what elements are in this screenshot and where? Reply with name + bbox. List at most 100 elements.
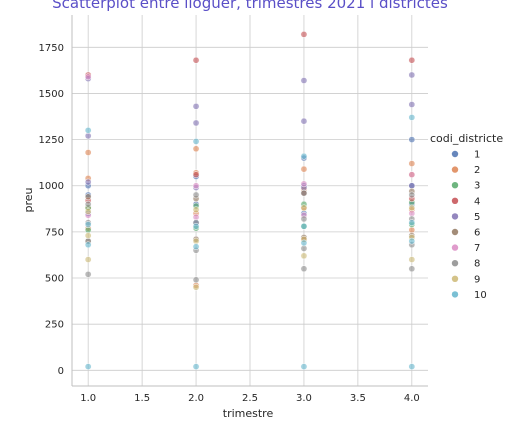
data-point-district-7 xyxy=(409,210,415,216)
y-tick-label: 1500 xyxy=(39,89,64,100)
data-point-district-8 xyxy=(301,245,307,251)
data-point-district-2 xyxy=(409,160,415,166)
x-axis-label: trimestre xyxy=(223,407,274,420)
data-point-district-10 xyxy=(409,364,415,370)
data-point-district-5 xyxy=(193,120,199,126)
legend-entry: 8 xyxy=(474,259,480,270)
data-point-district-8 xyxy=(301,216,307,222)
legend-entry: 1 xyxy=(474,150,480,161)
data-point-district-5 xyxy=(409,101,415,107)
data-point-district-3 xyxy=(85,227,91,233)
x-tick-label: 1.5 xyxy=(134,393,150,404)
data-point-district-9 xyxy=(301,253,307,259)
legend-marker xyxy=(452,260,458,266)
legend-entry: 9 xyxy=(474,274,480,285)
data-point-district-4 xyxy=(193,172,199,178)
data-point-district-1 xyxy=(409,136,415,142)
legend-marker xyxy=(452,198,458,204)
y-tick-label: 0 xyxy=(58,366,64,377)
data-point-district-10 xyxy=(301,240,307,246)
data-point-district-4 xyxy=(193,57,199,63)
data-point-district-2 xyxy=(301,166,307,172)
legend-title: codi_districte xyxy=(430,132,503,145)
legend-entry: 4 xyxy=(474,196,480,207)
data-point-district-9 xyxy=(193,284,199,290)
data-point-district-5 xyxy=(301,118,307,124)
data-point-district-7 xyxy=(85,74,91,80)
data-point-district-7 xyxy=(409,172,415,178)
legend-marker xyxy=(452,276,458,282)
x-tick-label: 1.0 xyxy=(80,393,96,404)
legend-marker xyxy=(452,229,458,235)
data-point-district-4 xyxy=(301,31,307,37)
data-point-district-5 xyxy=(85,179,91,185)
legend-marker xyxy=(452,244,458,250)
legend-marker xyxy=(452,291,458,297)
legend-marker xyxy=(452,166,458,172)
legend: codi_districte 1 2 3 4 5 6 7 8 9 10 xyxy=(430,132,503,301)
data-point-district-8 xyxy=(409,266,415,272)
data-point-district-6 xyxy=(85,194,91,200)
data-point-district-8 xyxy=(193,192,199,198)
data-point-district-5 xyxy=(85,133,91,139)
legend-entry: 6 xyxy=(474,228,480,239)
x-tick-label: 3.0 xyxy=(296,393,312,404)
legend-entry: 3 xyxy=(474,181,480,192)
data-point-district-10 xyxy=(85,364,91,370)
data-point-district-2 xyxy=(193,146,199,152)
data-point-district-5 xyxy=(409,72,415,78)
data-point-district-7 xyxy=(301,181,307,187)
legend-marker xyxy=(452,151,458,157)
data-point-district-10 xyxy=(301,153,307,159)
data-point-district-10 xyxy=(301,364,307,370)
data-point-district-5 xyxy=(409,183,415,189)
data-point-district-9 xyxy=(409,205,415,211)
data-point-district-2 xyxy=(409,227,415,233)
data-point-district-5 xyxy=(193,103,199,109)
data-point-district-8 xyxy=(409,192,415,198)
legend-marker xyxy=(452,213,458,219)
y-tick-label: 1250 xyxy=(39,135,64,146)
data-point-district-10 xyxy=(301,223,307,229)
data-point-district-7 xyxy=(193,214,199,220)
data-point-district-8 xyxy=(193,277,199,283)
data-point-district-9 xyxy=(85,256,91,262)
x-tick-label: 2.5 xyxy=(242,393,258,404)
x-axis-ticks: 1.0 1.5 2.0 2.5 3.0 3.5 4.0 xyxy=(80,393,420,404)
data-point-district-7 xyxy=(193,183,199,189)
data-point-district-9 xyxy=(409,256,415,262)
data-point-district-10 xyxy=(85,242,91,248)
y-tick-label: 1000 xyxy=(39,181,64,192)
data-point-district-10 xyxy=(193,364,199,370)
data-point-district-8 xyxy=(85,271,91,277)
chart-title: Scatterplot entre lloguer, trimestres 20… xyxy=(52,0,448,12)
data-point-district-2 xyxy=(85,149,91,155)
y-tick-label: 750 xyxy=(45,227,64,238)
data-point-district-8 xyxy=(85,201,91,207)
legend-entry: 2 xyxy=(474,165,480,176)
y-tick-label: 250 xyxy=(45,320,64,331)
data-point-district-10 xyxy=(409,238,415,244)
y-axis-ticks: 0 250 500 750 1000 1250 1500 1750 xyxy=(39,43,64,377)
legend-entry: 5 xyxy=(474,212,480,223)
y-tick-label: 1750 xyxy=(39,43,64,54)
legend-entry: 7 xyxy=(474,243,480,254)
x-tick-label: 3.5 xyxy=(350,393,366,404)
x-tick-label: 4.0 xyxy=(404,393,420,404)
data-point-district-9 xyxy=(85,208,91,214)
data-point-district-8 xyxy=(301,266,307,272)
data-point-district-5 xyxy=(301,77,307,83)
data-point-district-9 xyxy=(301,205,307,211)
grid xyxy=(72,15,428,386)
data-point-district-10 xyxy=(193,138,199,144)
x-tick-label: 2.0 xyxy=(188,393,204,404)
data-point-district-4 xyxy=(409,57,415,63)
data-point-district-10 xyxy=(409,220,415,226)
data-point-district-9 xyxy=(85,232,91,238)
data-point-district-9 xyxy=(193,207,199,213)
data-point-district-10 xyxy=(85,221,91,227)
legend-marker xyxy=(452,182,458,188)
y-axis-label: preu xyxy=(22,187,35,212)
data-point-district-8 xyxy=(301,190,307,196)
